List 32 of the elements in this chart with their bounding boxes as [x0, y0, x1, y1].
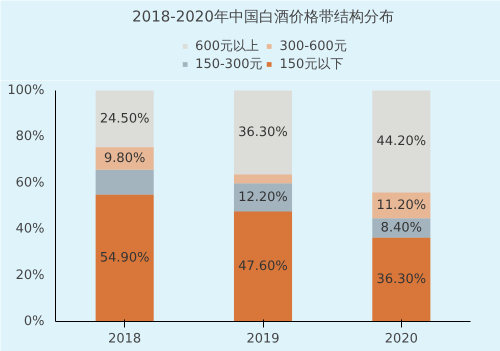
bar: [96, 90, 154, 148]
bar: [234, 174, 292, 184]
y-tick-label: 0%: [24, 314, 44, 329]
y-tick-label: 80%: [16, 129, 45, 144]
data-label: 12.20%: [238, 190, 288, 205]
data-label: 11.20%: [376, 198, 426, 213]
data-label: 54.90%: [100, 250, 150, 266]
data-label: 36.30%: [376, 272, 426, 288]
bar: [372, 238, 430, 322]
data-label: 44.20%: [376, 134, 426, 149]
y-tick-label: 20%: [16, 268, 45, 283]
legend-label: 300-600元: [280, 38, 347, 55]
bar: [234, 212, 292, 322]
bar: [372, 90, 430, 192]
x-tick-label: 2018: [108, 332, 142, 346]
y-tick-label: 40%: [16, 222, 45, 237]
chart-title: 2018-2020年中国白酒价格带结构分布: [132, 8, 394, 26]
bar: [234, 90, 292, 174]
data-label: 47.60%: [238, 259, 288, 274]
legend-label: 150-300元: [195, 56, 262, 73]
x-tick-label: 2019: [246, 332, 280, 346]
data-label: 9.80%: [104, 150, 146, 166]
bar: [96, 194, 154, 322]
data-label: 36.30%: [238, 124, 288, 140]
legend-label: 600元以上: [195, 38, 259, 55]
data-label: 8.40%: [380, 220, 422, 236]
y-tick-label: 60%: [16, 175, 45, 190]
x-tick-label: 2020: [384, 332, 418, 346]
data-label: 24.50%: [100, 111, 150, 126]
bar: [96, 170, 154, 195]
y-tick-label: 100%: [7, 83, 45, 98]
legend-label: 150元以下: [280, 56, 344, 73]
